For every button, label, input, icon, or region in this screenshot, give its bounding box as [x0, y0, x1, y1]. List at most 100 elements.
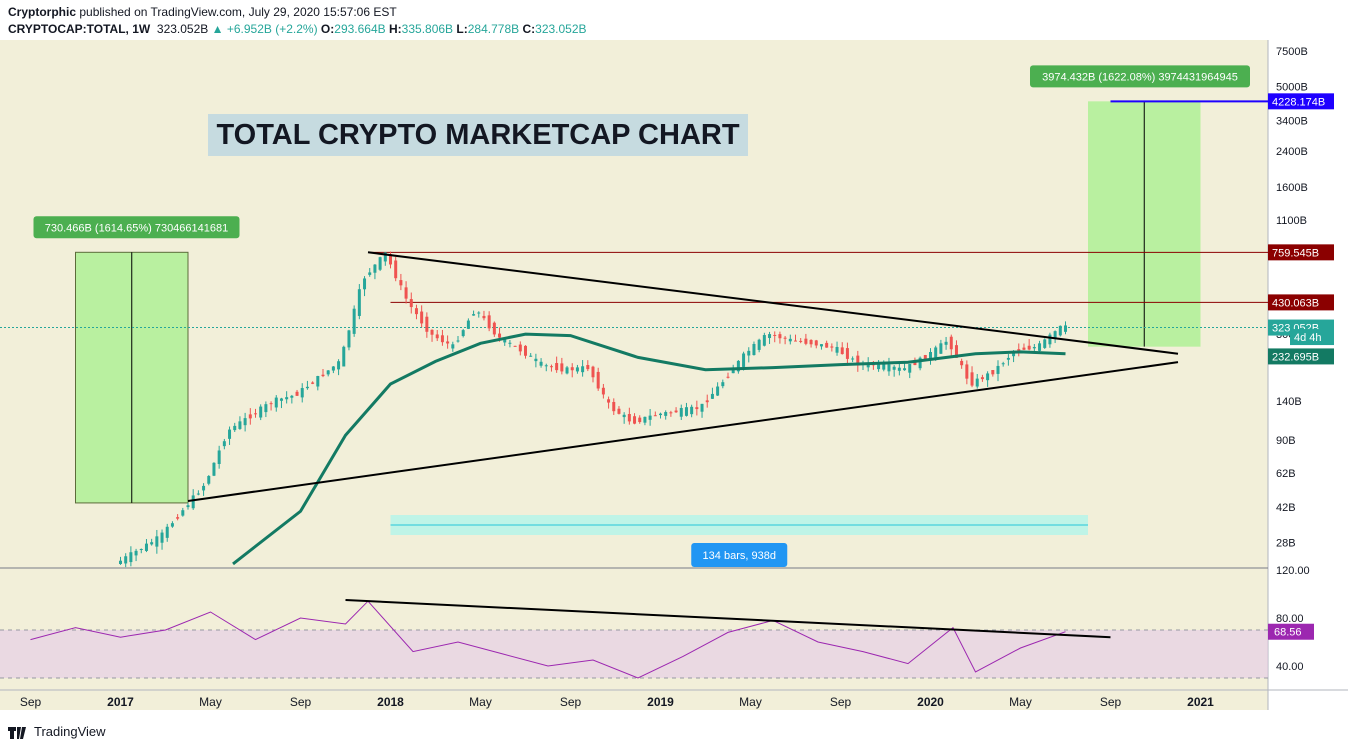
candle-body[interactable]: [176, 517, 180, 519]
candle-body[interactable]: [783, 337, 787, 339]
candle-body[interactable]: [726, 376, 730, 378]
candle-body[interactable]: [186, 505, 190, 508]
candle-body[interactable]: [877, 363, 881, 370]
candle-body[interactable]: [295, 391, 299, 396]
candle-body[interactable]: [285, 397, 289, 400]
candle-body[interactable]: [461, 330, 465, 337]
candle-body[interactable]: [238, 421, 242, 429]
tradingview-logo[interactable]: TradingView: [8, 724, 106, 739]
candle-body[interactable]: [446, 341, 450, 344]
candle-body[interactable]: [555, 363, 559, 371]
candle-body[interactable]: [944, 341, 948, 345]
candle-body[interactable]: [960, 360, 964, 366]
candle-body[interactable]: [845, 348, 849, 359]
candle-body[interactable]: [970, 372, 974, 386]
candle-body[interactable]: [643, 416, 647, 423]
candle-body[interactable]: [560, 363, 564, 372]
candle-body[interactable]: [425, 316, 429, 332]
candle-body[interactable]: [700, 403, 704, 412]
candle-body[interactable]: [596, 371, 600, 389]
candle-body[interactable]: [892, 366, 896, 370]
candle-body[interactable]: [389, 254, 392, 265]
candle-body[interactable]: [986, 373, 990, 381]
candle-body[interactable]: [534, 358, 538, 362]
candle-body[interactable]: [679, 407, 683, 417]
chart-area[interactable]: 7500B5000B3400B2400B1600B1100B760B440B30…: [0, 40, 1348, 710]
candle-body[interactable]: [150, 542, 154, 545]
candle-body[interactable]: [731, 369, 735, 374]
candle-body[interactable]: [975, 378, 979, 387]
candle-body[interactable]: [134, 550, 138, 556]
candle-body[interactable]: [368, 272, 372, 275]
candle-body[interactable]: [207, 476, 211, 484]
candle-body[interactable]: [212, 462, 216, 476]
candle-body[interactable]: [809, 339, 813, 345]
candle-body[interactable]: [757, 339, 761, 350]
candle-body[interactable]: [768, 334, 772, 339]
candle-body[interactable]: [139, 548, 143, 550]
candle-body[interactable]: [581, 366, 585, 373]
candle-body[interactable]: [601, 387, 605, 395]
candle-body[interactable]: [222, 441, 226, 447]
candle-body[interactable]: [155, 536, 159, 547]
triangle-lower-trendline[interactable]: [187, 361, 1179, 502]
candle-body[interactable]: [363, 278, 367, 290]
candle-body[interactable]: [529, 355, 533, 357]
candle-body[interactable]: [1053, 331, 1057, 339]
candle-body[interactable]: [269, 403, 273, 405]
candle-body[interactable]: [612, 401, 616, 412]
candle-body[interactable]: [321, 374, 325, 377]
candle-body[interactable]: [1064, 325, 1067, 332]
candle-body[interactable]: [773, 334, 777, 336]
candle-body[interactable]: [814, 340, 818, 346]
candle-body[interactable]: [482, 315, 486, 319]
candle-body[interactable]: [617, 408, 621, 414]
candle-body[interactable]: [326, 370, 330, 375]
candle-body[interactable]: [337, 361, 341, 370]
candle-body[interactable]: [524, 345, 527, 356]
candle-body[interactable]: [492, 322, 496, 335]
candle-body[interactable]: [513, 345, 517, 347]
candle-body[interactable]: [664, 412, 668, 416]
candle-body[interactable]: [1058, 325, 1062, 336]
candle-body[interactable]: [378, 257, 382, 270]
candle-body[interactable]: [575, 367, 579, 372]
candle-body[interactable]: [409, 299, 413, 308]
candle-body[interactable]: [586, 365, 590, 370]
symbol-label[interactable]: CRYPTOCAP:TOTAL, 1W: [8, 22, 151, 36]
candle-body[interactable]: [311, 382, 315, 384]
candle-body[interactable]: [705, 400, 709, 403]
candle-body[interactable]: [451, 344, 455, 349]
candle-body[interactable]: [710, 393, 714, 399]
candle-body[interactable]: [170, 523, 174, 527]
candle-body[interactable]: [217, 450, 221, 465]
candle-body[interactable]: [840, 347, 844, 355]
candle-body[interactable]: [851, 358, 855, 360]
candle-body[interactable]: [228, 429, 232, 439]
candle-body[interactable]: [565, 367, 569, 374]
candle-body[interactable]: [752, 343, 756, 356]
candle-body[interactable]: [196, 493, 200, 495]
candle-body[interactable]: [627, 413, 631, 422]
candle-body[interactable]: [279, 398, 283, 401]
candle-body[interactable]: [243, 418, 247, 426]
candle-body[interactable]: [1027, 345, 1031, 350]
candle-body[interactable]: [633, 416, 637, 424]
candle-body[interactable]: [913, 362, 917, 366]
candle-body[interactable]: [607, 399, 611, 403]
candle-body[interactable]: [695, 407, 699, 410]
candle-body[interactable]: [674, 410, 678, 413]
candle-body[interactable]: [736, 360, 740, 372]
candle-body[interactable]: [1022, 347, 1026, 350]
candle-body[interactable]: [690, 406, 694, 415]
triangle-upper-trendline[interactable]: [367, 251, 1179, 355]
candle-body[interactable]: [887, 364, 891, 372]
candle-body[interactable]: [373, 264, 377, 273]
candle-body[interactable]: [274, 397, 278, 408]
candle-body[interactable]: [503, 338, 507, 343]
candle-body[interactable]: [1038, 343, 1042, 351]
candle-body[interactable]: [1012, 352, 1016, 357]
candle-body[interactable]: [721, 382, 725, 387]
candle-body[interactable]: [991, 370, 995, 375]
candle-body[interactable]: [591, 366, 595, 378]
